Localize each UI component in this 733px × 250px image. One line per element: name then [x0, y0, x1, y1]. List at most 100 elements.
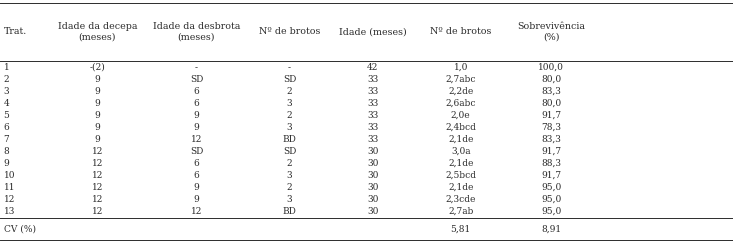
Text: 12: 12 — [92, 183, 103, 192]
Text: 100,0: 100,0 — [538, 63, 564, 72]
Text: 7: 7 — [4, 135, 10, 144]
Text: Idade da desbrota
(meses): Idade da desbrota (meses) — [152, 22, 240, 42]
Text: 1,0: 1,0 — [454, 63, 468, 72]
Text: Sobrevivência
(%): Sobrevivência (%) — [517, 22, 585, 42]
Text: Idade da decepa
(meses): Idade da decepa (meses) — [58, 22, 137, 42]
Text: CV (%): CV (%) — [4, 224, 36, 233]
Text: 2: 2 — [287, 87, 292, 96]
Text: Nº de brotos: Nº de brotos — [430, 27, 491, 36]
Text: 95,0: 95,0 — [541, 195, 561, 204]
Text: 95,0: 95,0 — [541, 183, 561, 192]
Text: 3: 3 — [4, 87, 10, 96]
Text: 9: 9 — [95, 135, 100, 144]
Text: SD: SD — [283, 147, 296, 156]
Text: 6: 6 — [194, 87, 199, 96]
Text: SD: SD — [190, 147, 203, 156]
Text: Idade (meses): Idade (meses) — [339, 27, 407, 36]
Text: -: - — [288, 63, 291, 72]
Text: 9: 9 — [95, 75, 100, 84]
Text: 33: 33 — [367, 87, 378, 96]
Text: 5,81: 5,81 — [451, 224, 471, 233]
Text: 91,7: 91,7 — [541, 111, 561, 120]
Text: 2,4bcd: 2,4bcd — [445, 123, 476, 132]
Text: SD: SD — [283, 75, 296, 84]
Text: 13: 13 — [4, 207, 15, 216]
Text: 30: 30 — [367, 147, 378, 156]
Text: 9: 9 — [194, 111, 199, 120]
Text: 9: 9 — [95, 111, 100, 120]
Text: 9: 9 — [194, 195, 199, 204]
Text: 2,0e: 2,0e — [451, 111, 471, 120]
Text: 3: 3 — [287, 123, 292, 132]
Text: 42: 42 — [367, 63, 378, 72]
Text: 11: 11 — [4, 183, 15, 192]
Text: 12: 12 — [92, 195, 103, 204]
Text: -: - — [195, 63, 198, 72]
Text: 2,7abc: 2,7abc — [446, 75, 476, 84]
Text: 30: 30 — [367, 171, 378, 180]
Text: 12: 12 — [191, 207, 202, 216]
Text: 2,5bcd: 2,5bcd — [445, 171, 476, 180]
Text: 88,3: 88,3 — [541, 159, 561, 168]
Text: 1: 1 — [4, 63, 10, 72]
Text: 5: 5 — [4, 111, 10, 120]
Text: 2: 2 — [287, 183, 292, 192]
Text: 2,6abc: 2,6abc — [446, 99, 476, 108]
Text: 30: 30 — [367, 159, 378, 168]
Text: 10: 10 — [4, 171, 15, 180]
Text: 12: 12 — [92, 147, 103, 156]
Text: 95,0: 95,0 — [541, 207, 561, 216]
Text: 6: 6 — [194, 171, 199, 180]
Text: 33: 33 — [367, 75, 378, 84]
Text: 6: 6 — [194, 99, 199, 108]
Text: BD: BD — [283, 207, 296, 216]
Text: -(2): -(2) — [89, 63, 106, 72]
Text: 2,1de: 2,1de — [448, 159, 474, 168]
Text: 6: 6 — [4, 123, 10, 132]
Text: 2,1de: 2,1de — [448, 183, 474, 192]
Text: 9: 9 — [95, 87, 100, 96]
Text: 33: 33 — [367, 99, 378, 108]
Text: 6: 6 — [194, 159, 199, 168]
Text: 78,3: 78,3 — [541, 123, 561, 132]
Text: 12: 12 — [92, 171, 103, 180]
Text: 9: 9 — [95, 99, 100, 108]
Text: 33: 33 — [367, 135, 378, 144]
Text: 4: 4 — [4, 99, 10, 108]
Text: 3: 3 — [287, 99, 292, 108]
Text: 8,91: 8,91 — [541, 224, 561, 233]
Text: 2,7ab: 2,7ab — [448, 207, 474, 216]
Text: SD: SD — [190, 75, 203, 84]
Text: 2: 2 — [287, 159, 292, 168]
Text: BD: BD — [283, 135, 296, 144]
Text: 83,3: 83,3 — [541, 135, 561, 144]
Text: 91,7: 91,7 — [541, 171, 561, 180]
Text: 2: 2 — [287, 111, 292, 120]
Text: 12: 12 — [4, 195, 15, 204]
Text: 3: 3 — [287, 195, 292, 204]
Text: 91,7: 91,7 — [541, 147, 561, 156]
Text: 83,3: 83,3 — [541, 87, 561, 96]
Text: 12: 12 — [92, 159, 103, 168]
Text: 30: 30 — [367, 195, 378, 204]
Text: 12: 12 — [191, 135, 202, 144]
Text: 80,0: 80,0 — [541, 99, 561, 108]
Text: 9: 9 — [194, 123, 199, 132]
Text: 3,0a: 3,0a — [451, 147, 471, 156]
Text: 33: 33 — [367, 111, 378, 120]
Text: Nº de brotos: Nº de brotos — [259, 27, 320, 36]
Text: Trat.: Trat. — [4, 27, 27, 36]
Text: 2,1de: 2,1de — [448, 135, 474, 144]
Text: 9: 9 — [95, 123, 100, 132]
Text: 8: 8 — [4, 147, 10, 156]
Text: 9: 9 — [194, 183, 199, 192]
Text: 9: 9 — [4, 159, 10, 168]
Text: 30: 30 — [367, 207, 378, 216]
Text: 2,2de: 2,2de — [448, 87, 474, 96]
Text: 12: 12 — [92, 207, 103, 216]
Text: 2: 2 — [4, 75, 10, 84]
Text: 30: 30 — [367, 183, 378, 192]
Text: 33: 33 — [367, 123, 378, 132]
Text: 3: 3 — [287, 171, 292, 180]
Text: 2,3cde: 2,3cde — [446, 195, 476, 204]
